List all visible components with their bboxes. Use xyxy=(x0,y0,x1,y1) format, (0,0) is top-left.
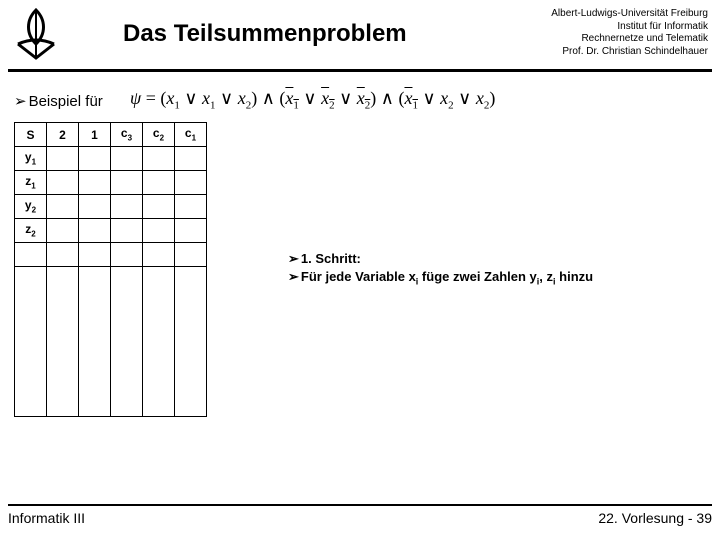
bullet-icon: ➢ xyxy=(288,250,299,268)
table-cell xyxy=(143,243,175,267)
affiliation-line: Albert-Ludwigs-Universität Freiburg xyxy=(551,8,708,21)
table-cell xyxy=(111,195,143,219)
affiliation-line: Institut für Informatik xyxy=(551,21,708,34)
university-logo-icon xyxy=(12,6,60,67)
table-cell xyxy=(111,147,143,171)
table-cell xyxy=(79,171,111,195)
table-cell xyxy=(143,267,175,417)
table-cell xyxy=(143,219,175,243)
table-cell xyxy=(79,195,111,219)
step-line: 1. Schritt: xyxy=(301,251,361,266)
table-cell xyxy=(79,243,111,267)
table-cell xyxy=(79,219,111,243)
table-cell xyxy=(79,267,111,417)
step-line: Für jede Variable xi füge zwei Zahlen yi… xyxy=(301,269,593,284)
affiliation-block: Albert-Ludwigs-Universität Freiburg Inst… xyxy=(551,8,708,58)
table-cell xyxy=(111,267,143,417)
table-cell xyxy=(175,171,207,195)
table-header-cell: c2 xyxy=(143,123,175,147)
data-table: S21c3c2c1 y1z1y2z2 xyxy=(14,122,207,417)
table-cell xyxy=(175,195,207,219)
table-cell xyxy=(175,267,207,417)
table-cell xyxy=(15,267,47,417)
table-row-label: z2 xyxy=(15,219,47,243)
table-cell xyxy=(47,147,79,171)
table-cell xyxy=(175,243,207,267)
table-cell xyxy=(111,243,143,267)
table-row-label: y2 xyxy=(15,195,47,219)
bullet-icon: ➢ xyxy=(14,92,27,110)
footer-left: Informatik III xyxy=(8,510,85,526)
table-cell xyxy=(143,195,175,219)
table-row-label: z1 xyxy=(15,171,47,195)
step-text: ➢1. Schritt: ➢Für jede Variable xi füge … xyxy=(288,250,593,287)
bullet-icon: ➢ xyxy=(288,268,299,286)
header: Das Teilsummenproblem Albert-Ludwigs-Uni… xyxy=(8,0,712,72)
affiliation-line: Rechnernetze und Telematik xyxy=(551,33,708,46)
subtitle: ➢Beispiel für xyxy=(14,92,103,110)
table-cell xyxy=(15,243,47,267)
formula: ψ = (x1 ∨ x1 ∨ x2) ∧ (x1 ∨ x2 ∨ x2) ∧ (x… xyxy=(130,88,495,112)
table-cell xyxy=(143,147,175,171)
table-cell xyxy=(47,267,79,417)
table-cell xyxy=(47,243,79,267)
affiliation-line: Prof. Dr. Christian Schindelhauer xyxy=(551,46,708,59)
table-cell xyxy=(111,219,143,243)
page-title: Das Teilsummenproblem xyxy=(123,20,407,48)
table-header-cell: c1 xyxy=(175,123,207,147)
table-cell xyxy=(79,147,111,171)
table-cell xyxy=(47,195,79,219)
table-cell xyxy=(175,219,207,243)
subtitle-text: Beispiel für xyxy=(29,93,103,110)
table-header-cell: c3 xyxy=(111,123,143,147)
table-cell xyxy=(175,147,207,171)
table-row-label: y1 xyxy=(15,147,47,171)
table-cell xyxy=(143,171,175,195)
footer: Informatik III 22. Vorlesung - 39 xyxy=(8,504,712,526)
table-cell xyxy=(47,171,79,195)
table-header-cell: 2 xyxy=(47,123,79,147)
table-header-cell: 1 xyxy=(79,123,111,147)
table-header-cell: S xyxy=(15,123,47,147)
table-cell xyxy=(47,219,79,243)
table-cell xyxy=(111,171,143,195)
footer-right: 22. Vorlesung - 39 xyxy=(598,510,712,526)
